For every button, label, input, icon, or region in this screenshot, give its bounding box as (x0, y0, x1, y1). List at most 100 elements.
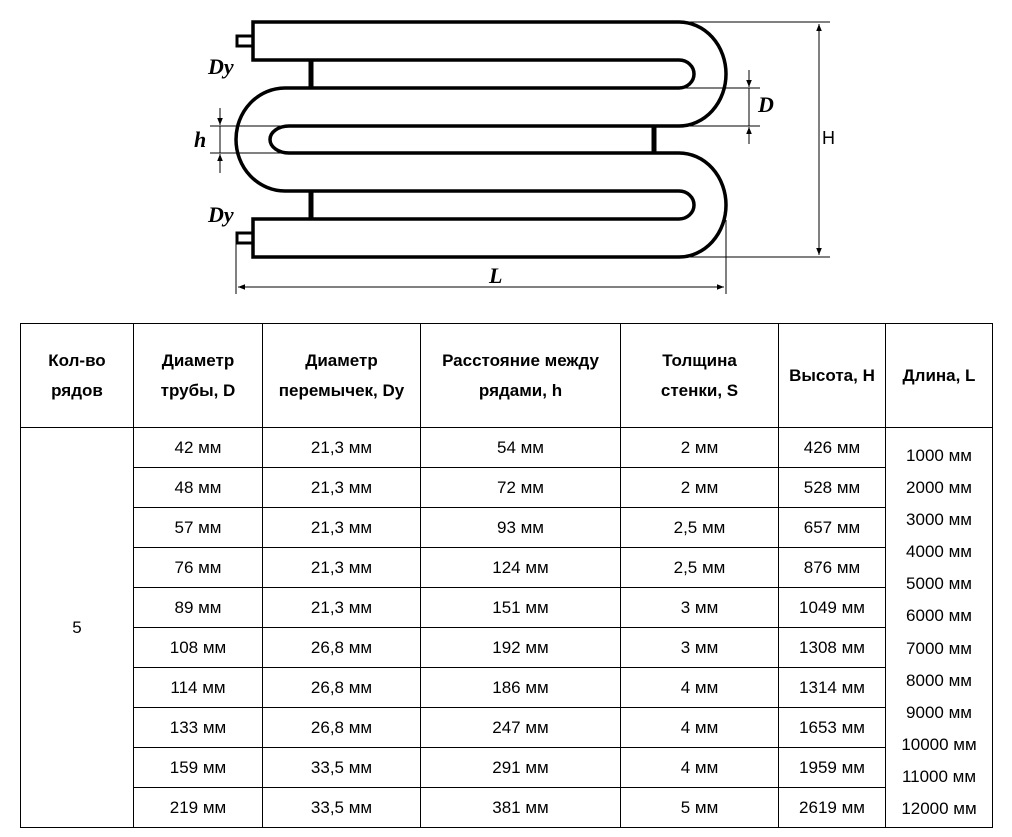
table-row: 159 мм 33,5 мм 291 мм 4 мм 1959 мм (21, 747, 993, 788)
table-cell: 2619 мм (778, 787, 886, 828)
length-option: 1000 мм (906, 446, 972, 465)
header-line: перемычек, Dy (278, 380, 405, 400)
table-cell: 21,3 мм (262, 507, 421, 548)
table-row: 76 мм 21,3 мм 124 мм 2,5 мм 876 мм (21, 547, 993, 588)
column-header: Диаметр перемычек, Dy (262, 323, 421, 428)
dimension-lines (210, 21, 830, 294)
table-cell: 2 мм (620, 467, 779, 508)
table-cell: 114 мм (133, 667, 263, 708)
table-cell: 2,5 мм (620, 547, 779, 588)
table-cell: 42 мм (133, 427, 263, 468)
table-row: 5 42 мм 21,3 мм 54 мм 2 мм 426 мм 1000 мм 2000 … (20, 427, 993, 828)
table-cell: 26,8 мм (262, 707, 421, 748)
table-row: 219 мм 33,5 мм 381 мм 5 мм 2619 мм (21, 787, 993, 828)
header-line: Диаметр (161, 350, 235, 370)
header-line: рядов (51, 380, 103, 400)
length-option: 3000 мм (906, 510, 972, 530)
length-option: 12000 мм (901, 799, 977, 819)
length-option: 2000 мм (906, 478, 972, 498)
table-cell: 247 мм (420, 707, 621, 748)
table-cell: 1959 мм (778, 747, 886, 788)
table-cell: 4 мм (620, 667, 779, 708)
table-cell: 21,3 мм (262, 547, 421, 588)
table-cell: 54 мм (420, 427, 621, 468)
table-cell: 21,3 мм (262, 467, 421, 508)
coil-pipe (234, 20, 728, 259)
table-row: 89 мм 21,3 мм 151 мм 3 мм 1049 мм (21, 587, 993, 628)
table-cell: 426 мм (778, 427, 886, 468)
table-cell: 5 мм (620, 787, 779, 828)
header-line: рядами, h (478, 380, 563, 400)
table-cell: 89 мм (133, 587, 263, 628)
column-header: Диаметр трубы, D (133, 323, 263, 428)
table-cell: 72 мм (420, 467, 621, 508)
table-cell: 1049 мм (778, 587, 886, 628)
dy-top-label: Dy (207, 54, 234, 79)
table-row: 57 мм 21,3 мм 93 мм 2,5 мм 657 мм (21, 507, 993, 548)
length-option: 10000 мм (901, 734, 977, 754)
column-header: Длина, L (885, 323, 993, 428)
table-cell: 133 мм (133, 707, 263, 748)
column-header: Толщина стенки, S (620, 323, 779, 428)
column-header: Кол-во рядов (20, 323, 134, 428)
table-cell: 33,5 мм (262, 747, 421, 788)
table-cell: 26,8 мм (262, 667, 421, 708)
table-cell: 192 мм (420, 627, 621, 668)
table-row: 114 мм 26,8 мм 186 мм 4 мм 1314 мм (21, 667, 993, 708)
row-count-cell: 5 (20, 427, 134, 828)
length-option: 4000 мм (906, 542, 972, 562)
length-option: 11000 мм (901, 766, 977, 786)
table-cell: 57 мм (133, 507, 263, 548)
length-option: 7000 мм (906, 638, 972, 658)
table-cell: 151 мм (420, 587, 621, 628)
length-option: 9000 мм (906, 702, 972, 722)
header-line: Высота, H (789, 365, 875, 385)
table-cell: 159 мм (133, 747, 263, 788)
table-cell: 4 мм (620, 707, 779, 748)
table-cell: 1653 мм (778, 707, 886, 748)
table-cell: 2 мм (620, 427, 779, 468)
table-row: 108 мм 26,8 мм 192 мм 3 мм 1308 мм (21, 627, 993, 668)
table-cell: 3 мм (620, 587, 779, 628)
table-row: 133 мм 26,8 мм 247 мм 4 мм 1653 мм (21, 707, 993, 748)
table-cell: 876 мм (778, 547, 886, 588)
table-cell: 124 мм (420, 547, 621, 588)
length-label: L (488, 263, 502, 288)
table-cell: 76 мм (133, 547, 263, 588)
table-cell: 33,5 мм (262, 787, 421, 828)
height-label: H (822, 128, 835, 148)
table-cell: 108 мм (133, 627, 263, 668)
header-line: трубы, D (160, 380, 236, 400)
table-cell: 4 мм (620, 747, 779, 788)
table-cell: 219 мм (133, 787, 263, 828)
table-cell: 528 мм (778, 467, 886, 508)
header-line: Толщина (662, 350, 737, 370)
header-line: Кол-во (48, 350, 106, 370)
dy-bottom-label: Dy (207, 202, 234, 227)
table-cell: 1314 мм (778, 667, 886, 708)
length-options-cell: 1000 мм 2000 мм 3000 мм 4000 мм 5000 мм 6000 … (885, 427, 993, 828)
length-option: 6000 мм (906, 606, 972, 626)
d-label: D (757, 92, 774, 117)
header-line: Расстояние между (442, 350, 599, 370)
length-option: 5000 мм (906, 574, 972, 594)
header-line: Длина, L (902, 365, 976, 385)
table-cell: 21,3 мм (262, 427, 421, 468)
table-cell: 2,5 мм (620, 507, 779, 548)
table-cell: 26,8 мм (262, 627, 421, 668)
table-cell: 291 мм (420, 747, 621, 788)
specs-table: Кол-во рядов Диаметр трубы, D Диаметр перемыч… (20, 323, 993, 828)
table-cell: 186 мм (420, 667, 621, 708)
table-cell: 381 мм (420, 787, 621, 828)
table-row: 48 мм 21,3 мм 72 мм 2 мм 528 мм (21, 467, 993, 508)
header-line: стенки, S (660, 380, 739, 400)
table-cell: 93 мм (420, 507, 621, 548)
table-cell: 48 мм (133, 467, 263, 508)
table-cell: 21,3 мм (262, 587, 421, 628)
column-header: Высота, H (778, 323, 886, 428)
column-header: Расстояние между рядами, h (420, 323, 621, 428)
table-cell: 1308 мм (778, 627, 886, 668)
h-label: h (194, 127, 206, 152)
table-cell: 3 мм (620, 627, 779, 668)
coil-diagram: Dy Dy D h H L (194, 20, 835, 294)
